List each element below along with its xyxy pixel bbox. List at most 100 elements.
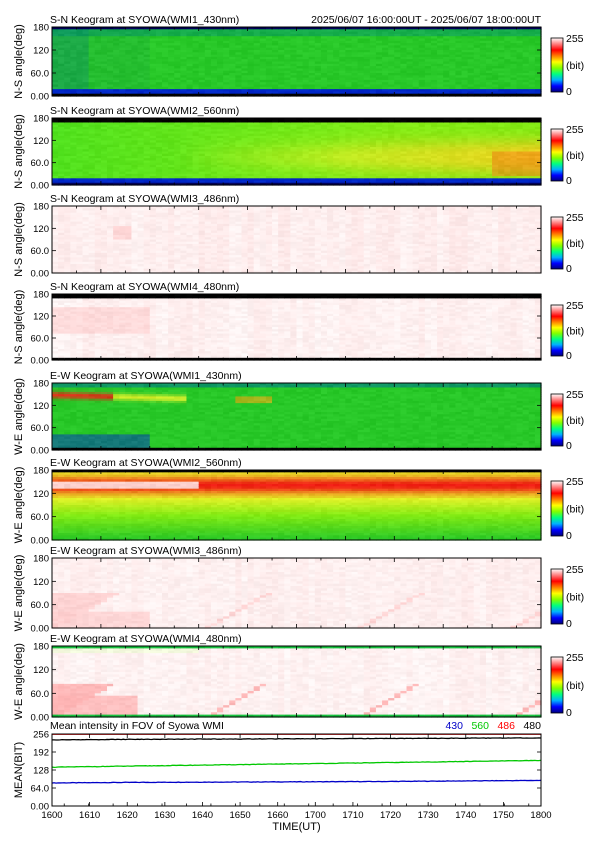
series-line-430 (51, 779, 542, 784)
legend: 480 486 560 430 (445, 720, 541, 732)
colorbar-unit-label: (bit) (566, 504, 584, 516)
x-tick-label: 1720 (380, 810, 401, 821)
y-axis-label: MEAN(BIT) (13, 742, 25, 798)
colorbar-min-label: 0 (566, 440, 572, 452)
y-tick-label: 180 (33, 23, 49, 34)
colorbar-min-label: 0 (566, 530, 572, 542)
panel-title: E-W Keogram at SYOWA(WMI2_560nm) (50, 457, 242, 469)
x-tick-label: 1740 (455, 810, 476, 821)
colorbar-max-label: 255 (566, 124, 584, 136)
x-tick-label: 1750 (493, 810, 514, 821)
colorbar-max-label: 255 (566, 33, 584, 45)
y-axis-label: N-S angle(deg) (13, 202, 25, 277)
panel-title: E-W Keogram at SYOWA(WMI4_480nm) (50, 633, 242, 645)
y-tick-label: 0.00 (31, 181, 50, 192)
keogram-panel-5: E-W Keogram at SYOWA(WMI1_430nm)180 120 60… (13, 370, 584, 457)
x-axis-label: TIME(UT) (272, 821, 320, 833)
y-tick-label: 120 (33, 489, 49, 500)
y-tick-label: 120 (33, 46, 49, 57)
y-tick-label: 180 (33, 202, 49, 213)
y-axis-label: N-S angle(deg) (13, 290, 25, 365)
y-axis-label: W-E angle(deg) (13, 378, 25, 455)
legend-entry-486: 486 (497, 720, 515, 732)
y-tick-label: 120 (33, 665, 49, 676)
y-tick-label: 0.00 (31, 713, 50, 724)
heatmap-cells (52, 206, 542, 274)
y-axis-label: W-E angle(deg) (13, 643, 25, 720)
mean-intensity-chart: Mean intensity in FOV of Syowa WMI 480 486… (13, 720, 552, 833)
colorbar-unit-label: (bit) (566, 326, 584, 338)
x-tick-label: 1800 (530, 810, 551, 821)
keogram-panel-1: S-N Keogram at SYOWA(WMI1_430nm) 2025/06/… (13, 14, 584, 103)
colorbar: 255 (bit) 0 (550, 476, 584, 542)
y-tick-label: 60.0 (31, 689, 50, 700)
colorbar-max-label: 255 (566, 564, 584, 576)
y-tick-label: 60.0 (31, 423, 50, 434)
y-axis-label: N-S angle(deg) (13, 24, 25, 99)
y-tick-label: 120 (33, 577, 49, 588)
colorbar-unit-label: (bit) (566, 415, 584, 427)
y-tick-label: 0.00 (31, 269, 50, 280)
heatmap-cells (52, 470, 542, 541)
x-tick-label: 1700 (305, 810, 326, 821)
y-tick-label: 64.0 (31, 784, 50, 795)
y-tick-label: 192 (33, 748, 49, 759)
y-tick-label: 60.0 (31, 512, 50, 523)
panel-title: S-N Keogram at SYOWA(WMI2_560nm) (50, 105, 239, 117)
colorbar-max-label: 255 (566, 212, 584, 224)
heatmap-cells (52, 294, 542, 361)
y-axis-label: N-S angle(deg) (13, 114, 25, 189)
heatmap-cells (52, 27, 542, 97)
colorbar-min-label: 0 (566, 86, 572, 98)
x-tick-label: 1600 (41, 810, 62, 821)
keogram-panel-7: E-W Keogram at SYOWA(WMI3_486nm)180 120 60… (13, 545, 584, 635)
colorbar: 255 (bit) 0 (550, 300, 584, 362)
y-tick-label: 60.0 (31, 158, 50, 169)
panel-title: S-N Keogram at SYOWA(WMI4_480nm) (50, 281, 239, 293)
x-tick-label: 1640 (192, 810, 213, 821)
legend-entry-480: 480 (523, 720, 541, 732)
y-tick-label: 180 (33, 114, 49, 125)
y-tick-label: 60.0 (31, 246, 50, 257)
y-axis-label: W-E angle(deg) (13, 555, 25, 632)
x-tick-label: 1660 (267, 810, 288, 821)
panel-title: S-N Keogram at SYOWA(WMI1_430nm) (50, 14, 239, 26)
colorbar: 255 (bit) 0 (550, 652, 584, 719)
heatmap-cells (52, 118, 542, 186)
y-tick-label: 0.00 (31, 356, 50, 367)
y-tick-label: 256 (33, 730, 49, 741)
y-tick-label: 120 (33, 136, 49, 147)
y-tick-label: 180 (33, 379, 49, 390)
keogram-panel-2: S-N Keogram at SYOWA(WMI2_560nm)180 120 60… (13, 105, 584, 192)
colorbar-unit-label: (bit) (566, 60, 584, 72)
panel-title: S-N Keogram at SYOWA(WMI3_486nm) (50, 193, 239, 205)
series-line-480 (51, 737, 542, 741)
keogram-panel-6: E-W Keogram at SYOWA(WMI2_560nm)180 120 60… (13, 457, 584, 547)
y-tick-label: 0.00 (31, 92, 50, 103)
x-tick-label: 1650 (230, 810, 251, 821)
y-tick-label: 180 (33, 642, 49, 653)
y-tick-label: 120 (33, 401, 49, 412)
x-tick-label: 1730 (418, 810, 439, 821)
y-tick-label: 180 (33, 554, 49, 565)
x-tick-label: 1710 (342, 810, 363, 821)
y-tick-label: 180 (33, 290, 49, 301)
colorbar-unit-label: (bit) (566, 680, 584, 692)
time-range-label: 2025/06/07 16:00:00UT - 2025/06/07 18:00… (311, 14, 541, 26)
colorbar-unit-label: (bit) (566, 592, 584, 604)
y-tick-label: 128 (33, 766, 49, 777)
heatmap-cells (52, 558, 542, 629)
y-tick-label: 180 (33, 466, 49, 477)
colorbar-unit-label: (bit) (566, 238, 584, 250)
series-line-560 (51, 759, 542, 769)
colorbar-min-label: 0 (566, 707, 572, 719)
colorbar: 255 (bit) 0 (550, 33, 584, 98)
heatmap-cells (52, 383, 542, 451)
colorbar-max-label: 255 (566, 476, 584, 488)
y-axis-label: W-E angle(deg) (13, 467, 25, 544)
colorbar-max-label: 255 (566, 652, 584, 664)
y-tick-label: 0.00 (31, 446, 50, 457)
colorbar: 255 (bit) 0 (550, 389, 584, 452)
panel-title: E-W Keogram at SYOWA(WMI3_486nm) (50, 545, 242, 557)
